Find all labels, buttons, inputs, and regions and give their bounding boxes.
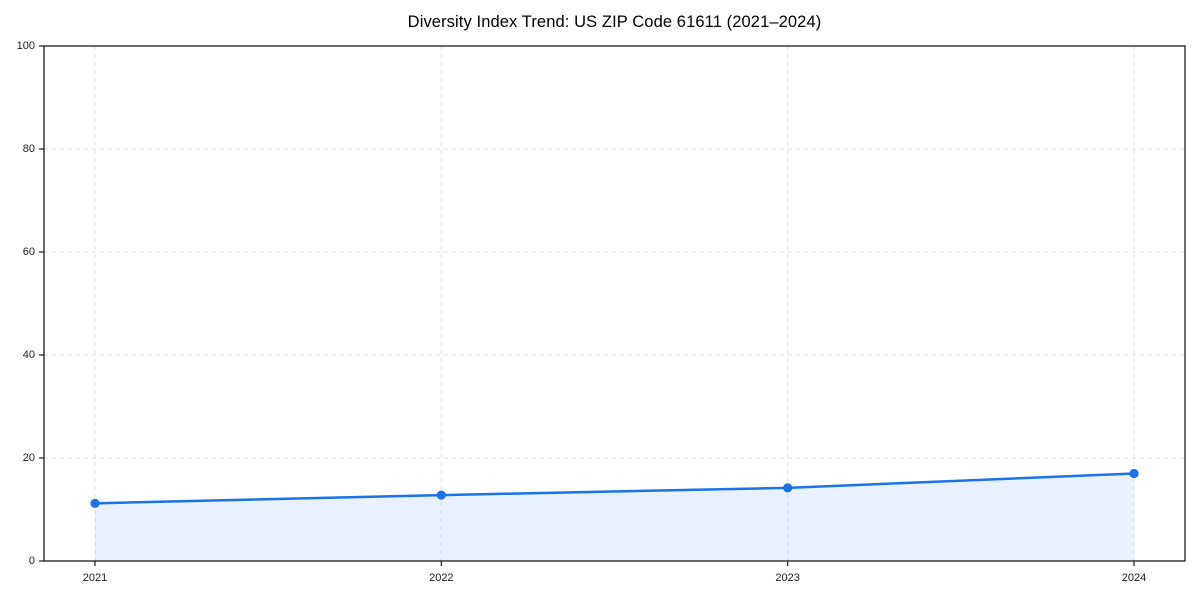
y-tick-label: 100 [17,40,35,52]
x-tick-label: 2021 [83,572,107,584]
y-tick-label: 20 [23,452,35,464]
area-fill [95,473,1134,561]
x-tick-label: 2023 [775,572,799,584]
x-tick-label: 2022 [429,572,453,584]
data-point [90,498,100,508]
data-point [1129,468,1139,479]
y-tick-label: 80 [23,143,35,155]
chart-title: Diversity Index Trend: US ZIP Code 61611… [407,13,822,31]
y-tick-label: 0 [29,555,35,567]
y-tick-label: 60 [23,246,35,258]
trend-line [93,472,1136,505]
y-tick-label: 40 [23,349,35,361]
x-tick-label: 2024 [1122,572,1146,584]
plot-border [43,45,1186,562]
data-point [436,490,446,500]
data-point [783,483,793,493]
